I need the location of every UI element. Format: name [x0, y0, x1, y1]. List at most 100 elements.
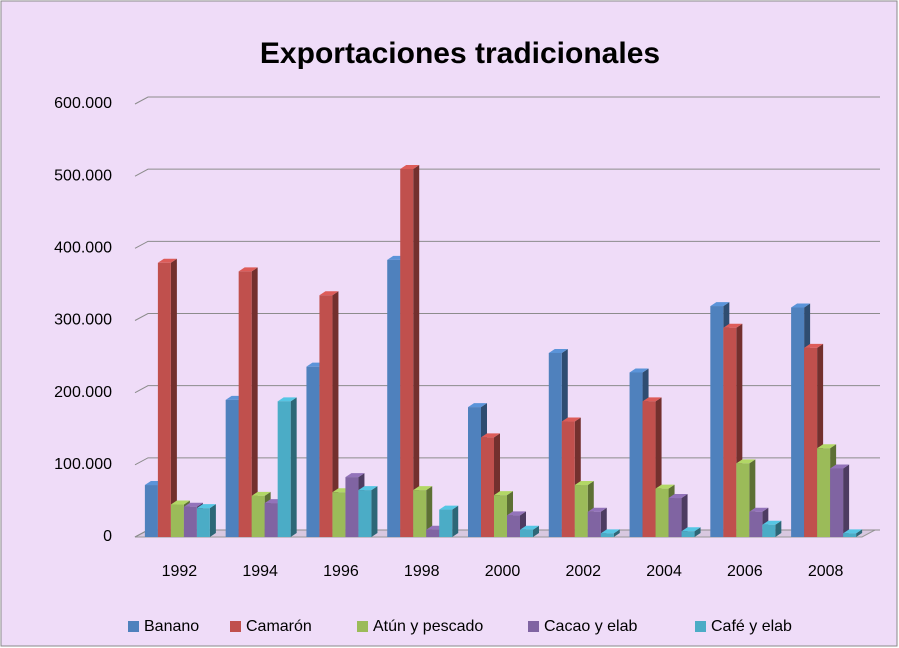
bar: [723, 327, 737, 537]
bar: [468, 407, 481, 537]
legend-label: Café y elab: [711, 618, 792, 635]
bar: [306, 366, 320, 537]
bar-top: [251, 491, 271, 496]
x-tick-label: 1992: [162, 563, 198, 580]
bar-top: [642, 397, 662, 402]
bar: [749, 511, 763, 537]
bar: [387, 259, 401, 537]
bar: [817, 448, 831, 537]
legend-label: Camarón: [246, 618, 312, 635]
bar: [345, 477, 359, 537]
x-tick-label: 1998: [404, 563, 440, 580]
bar-top: [413, 486, 433, 491]
bar: [251, 495, 265, 537]
bar-side: [413, 164, 420, 537]
bar-top: [830, 464, 850, 469]
bar-side: [613, 529, 620, 537]
x-tick-label: 1994: [242, 563, 278, 580]
bar-side: [775, 520, 782, 537]
bar-top: [668, 494, 688, 499]
bar-top: [520, 525, 539, 530]
bar: [494, 495, 507, 537]
bar-top: [319, 291, 339, 296]
bar: [157, 262, 171, 537]
bar: [804, 347, 818, 537]
bar: [183, 506, 197, 537]
bar: [400, 168, 414, 537]
bar: [655, 488, 669, 537]
bar-top: [804, 343, 824, 348]
bar: [561, 421, 575, 537]
bar: [413, 490, 427, 537]
bar-top: [762, 520, 782, 525]
bar: [507, 515, 520, 537]
bar-side: [251, 267, 258, 537]
legend-swatch: [128, 621, 139, 632]
bar: [439, 509, 453, 537]
bar-side: [694, 527, 701, 537]
bar-side: [843, 464, 850, 537]
bar-top: [749, 507, 769, 512]
grid-line: [134, 313, 880, 321]
bar-side: [600, 507, 607, 537]
bar: [574, 485, 588, 537]
legend-label: Cacao y elab: [544, 618, 637, 635]
bar-top: [587, 507, 607, 512]
y-tick-label: 0: [103, 528, 112, 545]
legend-swatch: [230, 621, 241, 632]
bar-side: [856, 529, 863, 537]
bar-side: [290, 397, 297, 537]
x-tick-label: 2008: [808, 563, 844, 580]
y-tick-label: 100.000: [54, 456, 112, 473]
bar-top: [548, 348, 568, 353]
bar: [587, 511, 601, 537]
bar-top: [507, 511, 526, 516]
bar-top: [196, 504, 216, 509]
bar-top: [681, 527, 701, 532]
bar-side: [426, 486, 433, 537]
bar-top: [600, 529, 620, 534]
bar: [264, 503, 278, 537]
x-tick-label: 2000: [485, 563, 521, 580]
bar-top: [277, 397, 297, 402]
bar-top: [736, 459, 756, 464]
bar: [710, 306, 724, 537]
bar: [170, 504, 184, 537]
bar: [843, 533, 857, 537]
bar: [520, 529, 533, 537]
grid-line: [134, 96, 880, 105]
bar-side: [681, 494, 688, 537]
x-tick-label: 2002: [565, 563, 601, 580]
bar-top: [655, 484, 675, 489]
bar-top: [439, 505, 459, 510]
bar: [830, 468, 844, 537]
bar: [629, 372, 643, 537]
bar: [426, 529, 440, 537]
bar: [736, 463, 750, 537]
bar-top: [183, 502, 203, 507]
bar: [791, 307, 805, 537]
bar: [358, 490, 372, 537]
bar: [600, 533, 614, 537]
bar: [332, 492, 346, 537]
bar-side: [332, 291, 339, 537]
bar-top: [358, 486, 378, 491]
bar: [225, 399, 239, 537]
bar-top: [400, 164, 420, 169]
y-tick-label: 400.000: [54, 240, 112, 257]
x-tick-label: 2004: [646, 563, 682, 580]
x-tick-label: 1996: [323, 563, 359, 580]
x-tick-label: 2006: [727, 563, 763, 580]
bar-top: [468, 403, 487, 408]
bar: [642, 401, 656, 537]
y-tick-label: 600.000: [54, 95, 112, 112]
bar-top: [494, 491, 513, 496]
bar: [144, 485, 158, 537]
y-tick-label: 300.000: [54, 312, 112, 329]
bar-top: [238, 267, 258, 272]
bar: [238, 271, 252, 537]
chart-title: Exportaciones tradicionales: [260, 37, 660, 70]
bar: [196, 508, 210, 537]
